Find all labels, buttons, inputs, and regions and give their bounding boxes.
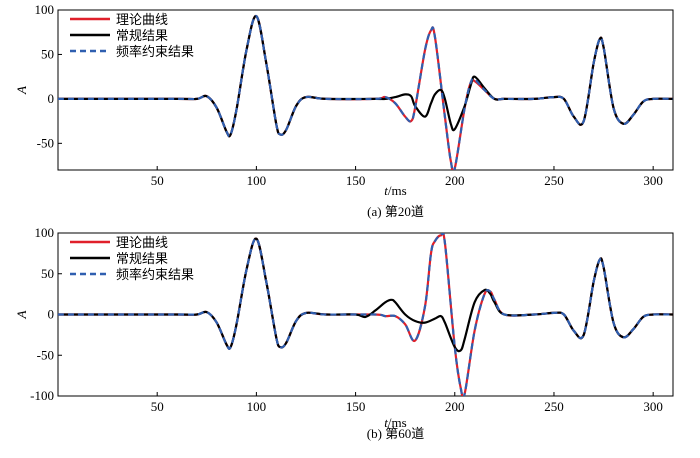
series-group — [58, 233, 673, 396]
series-group — [58, 15, 673, 170]
x-axis-label-unit: /ms — [388, 183, 407, 198]
x-tick-label: 150 — [346, 399, 366, 414]
x-tick-label: 300 — [643, 173, 663, 188]
y-tick-label: -50 — [37, 347, 54, 362]
panel-caption: (b) 第60道 — [367, 426, 424, 441]
legend-conventional-label: 常规结果 — [116, 251, 168, 266]
y-tick-label: -50 — [37, 135, 54, 150]
legend-conventional-label: 常规结果 — [116, 28, 168, 43]
panel-b: 50 100 150 200 250 300 100 50 0 -50 -100 理论曲线常规结果频率… — [14, 225, 674, 441]
x-axis-label: t/ms — [384, 415, 406, 430]
y-tick-label: 100 — [35, 2, 55, 17]
legend-constrained-label: 频率约束结果 — [116, 44, 194, 59]
x-tick-label: 200 — [445, 399, 465, 414]
y-tick-label: -100 — [30, 388, 54, 403]
legend-theory-label: 理论曲线 — [116, 235, 168, 250]
panel-caption: (a) 第20道 — [367, 204, 424, 219]
x-tick-label: 150 — [346, 173, 366, 188]
x-tick-label: 50 — [151, 399, 164, 414]
y-tick-label: 0 — [48, 91, 55, 106]
x-tick-label: 200 — [445, 173, 465, 188]
x-tick-label: 300 — [643, 399, 663, 414]
legend-constrained-label: 频率约束结果 — [116, 267, 194, 282]
x-tick-label: 250 — [544, 399, 564, 414]
plot-frame — [57, 9, 674, 171]
series-constrained-line — [58, 15, 673, 170]
legend-theory-label: 理论曲线 — [116, 12, 168, 27]
panel-a: 50 100 150 200 250 300 100 50 0 -50 理论曲线常规结果频率约束结果… — [14, 2, 674, 219]
x-axis-label-unit: /ms — [388, 415, 407, 430]
y-tick-label: 100 — [35, 225, 55, 240]
y-axis-label: A — [14, 86, 29, 95]
y-tick-label: 50 — [41, 46, 54, 61]
x-axis-label: t/ms — [384, 183, 406, 198]
x-tick-label: 50 — [151, 173, 164, 188]
y-tick-label: 50 — [41, 266, 54, 281]
x-tick-label: 100 — [247, 399, 267, 414]
x-axis-label-var: t — [384, 415, 388, 430]
x-tick-label: 100 — [247, 173, 267, 188]
y-tick-label: 0 — [48, 307, 55, 322]
series-constrained-line — [58, 233, 673, 396]
x-tick-label: 250 — [544, 173, 564, 188]
x-axis-label-var: t — [384, 183, 388, 198]
y-axis-label: A — [14, 310, 29, 319]
